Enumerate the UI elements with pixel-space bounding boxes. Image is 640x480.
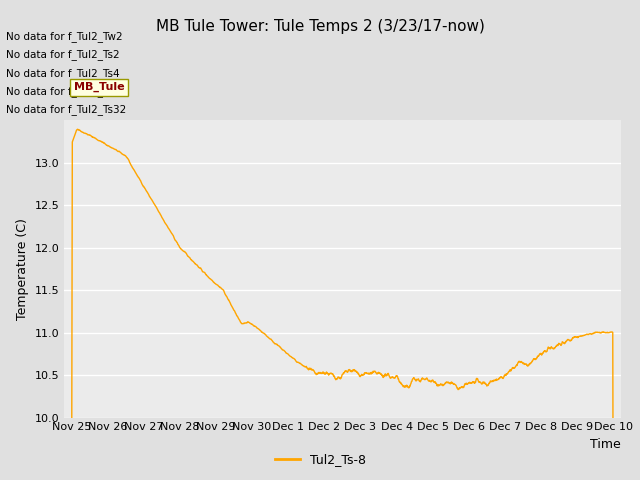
Text: No data for f_Tul2_Tw2: No data for f_Tul2_Tw2 xyxy=(6,31,123,42)
X-axis label: Time: Time xyxy=(590,438,621,451)
Text: No data for f_Tul2_Ts4: No data for f_Tul2_Ts4 xyxy=(6,68,120,79)
Text: MB_Tule: MB_Tule xyxy=(74,82,124,92)
Text: No data for f_Tul2_Ts16: No data for f_Tul2_Ts16 xyxy=(6,86,127,97)
Legend: Tul2_Ts-8: Tul2_Ts-8 xyxy=(269,448,371,471)
Text: No data for f_Tul2_Ts2: No data for f_Tul2_Ts2 xyxy=(6,49,120,60)
Text: MB Tule Tower: Tule Temps 2 (3/23/17-now): MB Tule Tower: Tule Temps 2 (3/23/17-now… xyxy=(156,19,484,34)
Text: No data for f_Tul2_Ts32: No data for f_Tul2_Ts32 xyxy=(6,104,127,115)
Y-axis label: Temperature (C): Temperature (C) xyxy=(16,218,29,320)
